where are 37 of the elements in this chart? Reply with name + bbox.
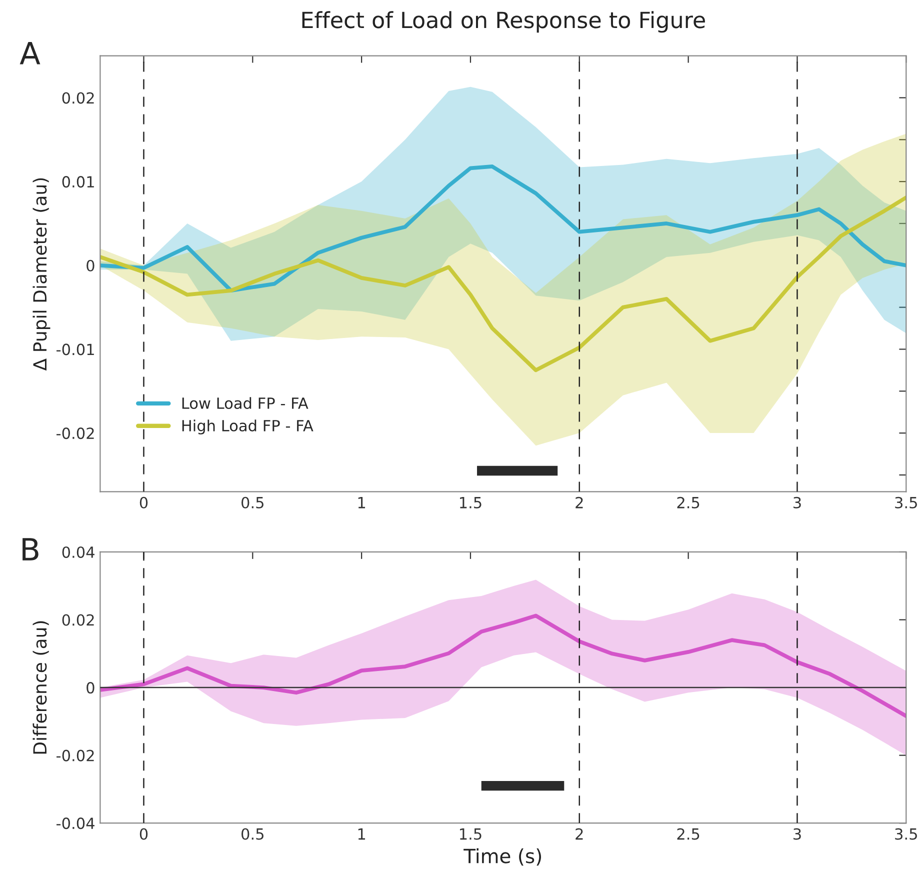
y-tick-label: 0.01: [62, 176, 94, 188]
x-tick-label: 2.5: [677, 496, 700, 508]
x-axis-title: Time (s): [464, 848, 542, 866]
x-tick-label: 0.5: [242, 828, 264, 840]
x-tick-label: 1.5: [460, 497, 482, 508]
x-tick-label: 3: [794, 496, 801, 508]
line-series: [100, 164, 906, 292]
x-tick-label: 0: [140, 828, 148, 840]
line-series: [100, 614, 906, 718]
x-tick-label: 3: [794, 828, 801, 840]
x-tick-label: 1: [358, 828, 366, 840]
y-tick-label: 0.02: [62, 92, 94, 104]
x-tick-label: 0: [140, 496, 148, 508]
y-tick-label: 0: [86, 260, 94, 272]
x-tick-label: 3.5: [895, 828, 917, 840]
text: A: [20, 42, 40, 64]
x-tick-label: 2.5: [677, 828, 700, 840]
y-axis-title: Difference (au): [32, 621, 49, 754]
legend-label: Low Load FP - FA: [182, 397, 308, 410]
y-tick-label: -0.02: [56, 750, 94, 762]
x-tick-label: 2: [576, 496, 583, 508]
x-tick-label: 2: [576, 828, 583, 840]
legend-label: High Load FP - FA: [182, 420, 314, 434]
x-tick-label: 0.5: [242, 496, 264, 508]
line-series: [100, 196, 906, 372]
y-tick-label: 0: [86, 682, 94, 694]
y-axis-title: Δ Pupil Diameter (au): [32, 178, 50, 371]
y-tick-label: 0.04: [62, 546, 94, 558]
chart-title: Effect of Load on Response to Figure: [302, 11, 705, 33]
x-tick-label: 1: [358, 497, 366, 508]
y-tick-label: -0.02: [56, 428, 94, 440]
x-tick-label: 3.5: [895, 496, 917, 508]
y-tick-label: 0.02: [62, 614, 94, 626]
y-tick-label: -0.01: [56, 344, 94, 356]
y-tick-label: -0.04: [56, 818, 94, 830]
x-tick-label: 1.5: [460, 828, 482, 840]
text: B: [22, 538, 38, 560]
